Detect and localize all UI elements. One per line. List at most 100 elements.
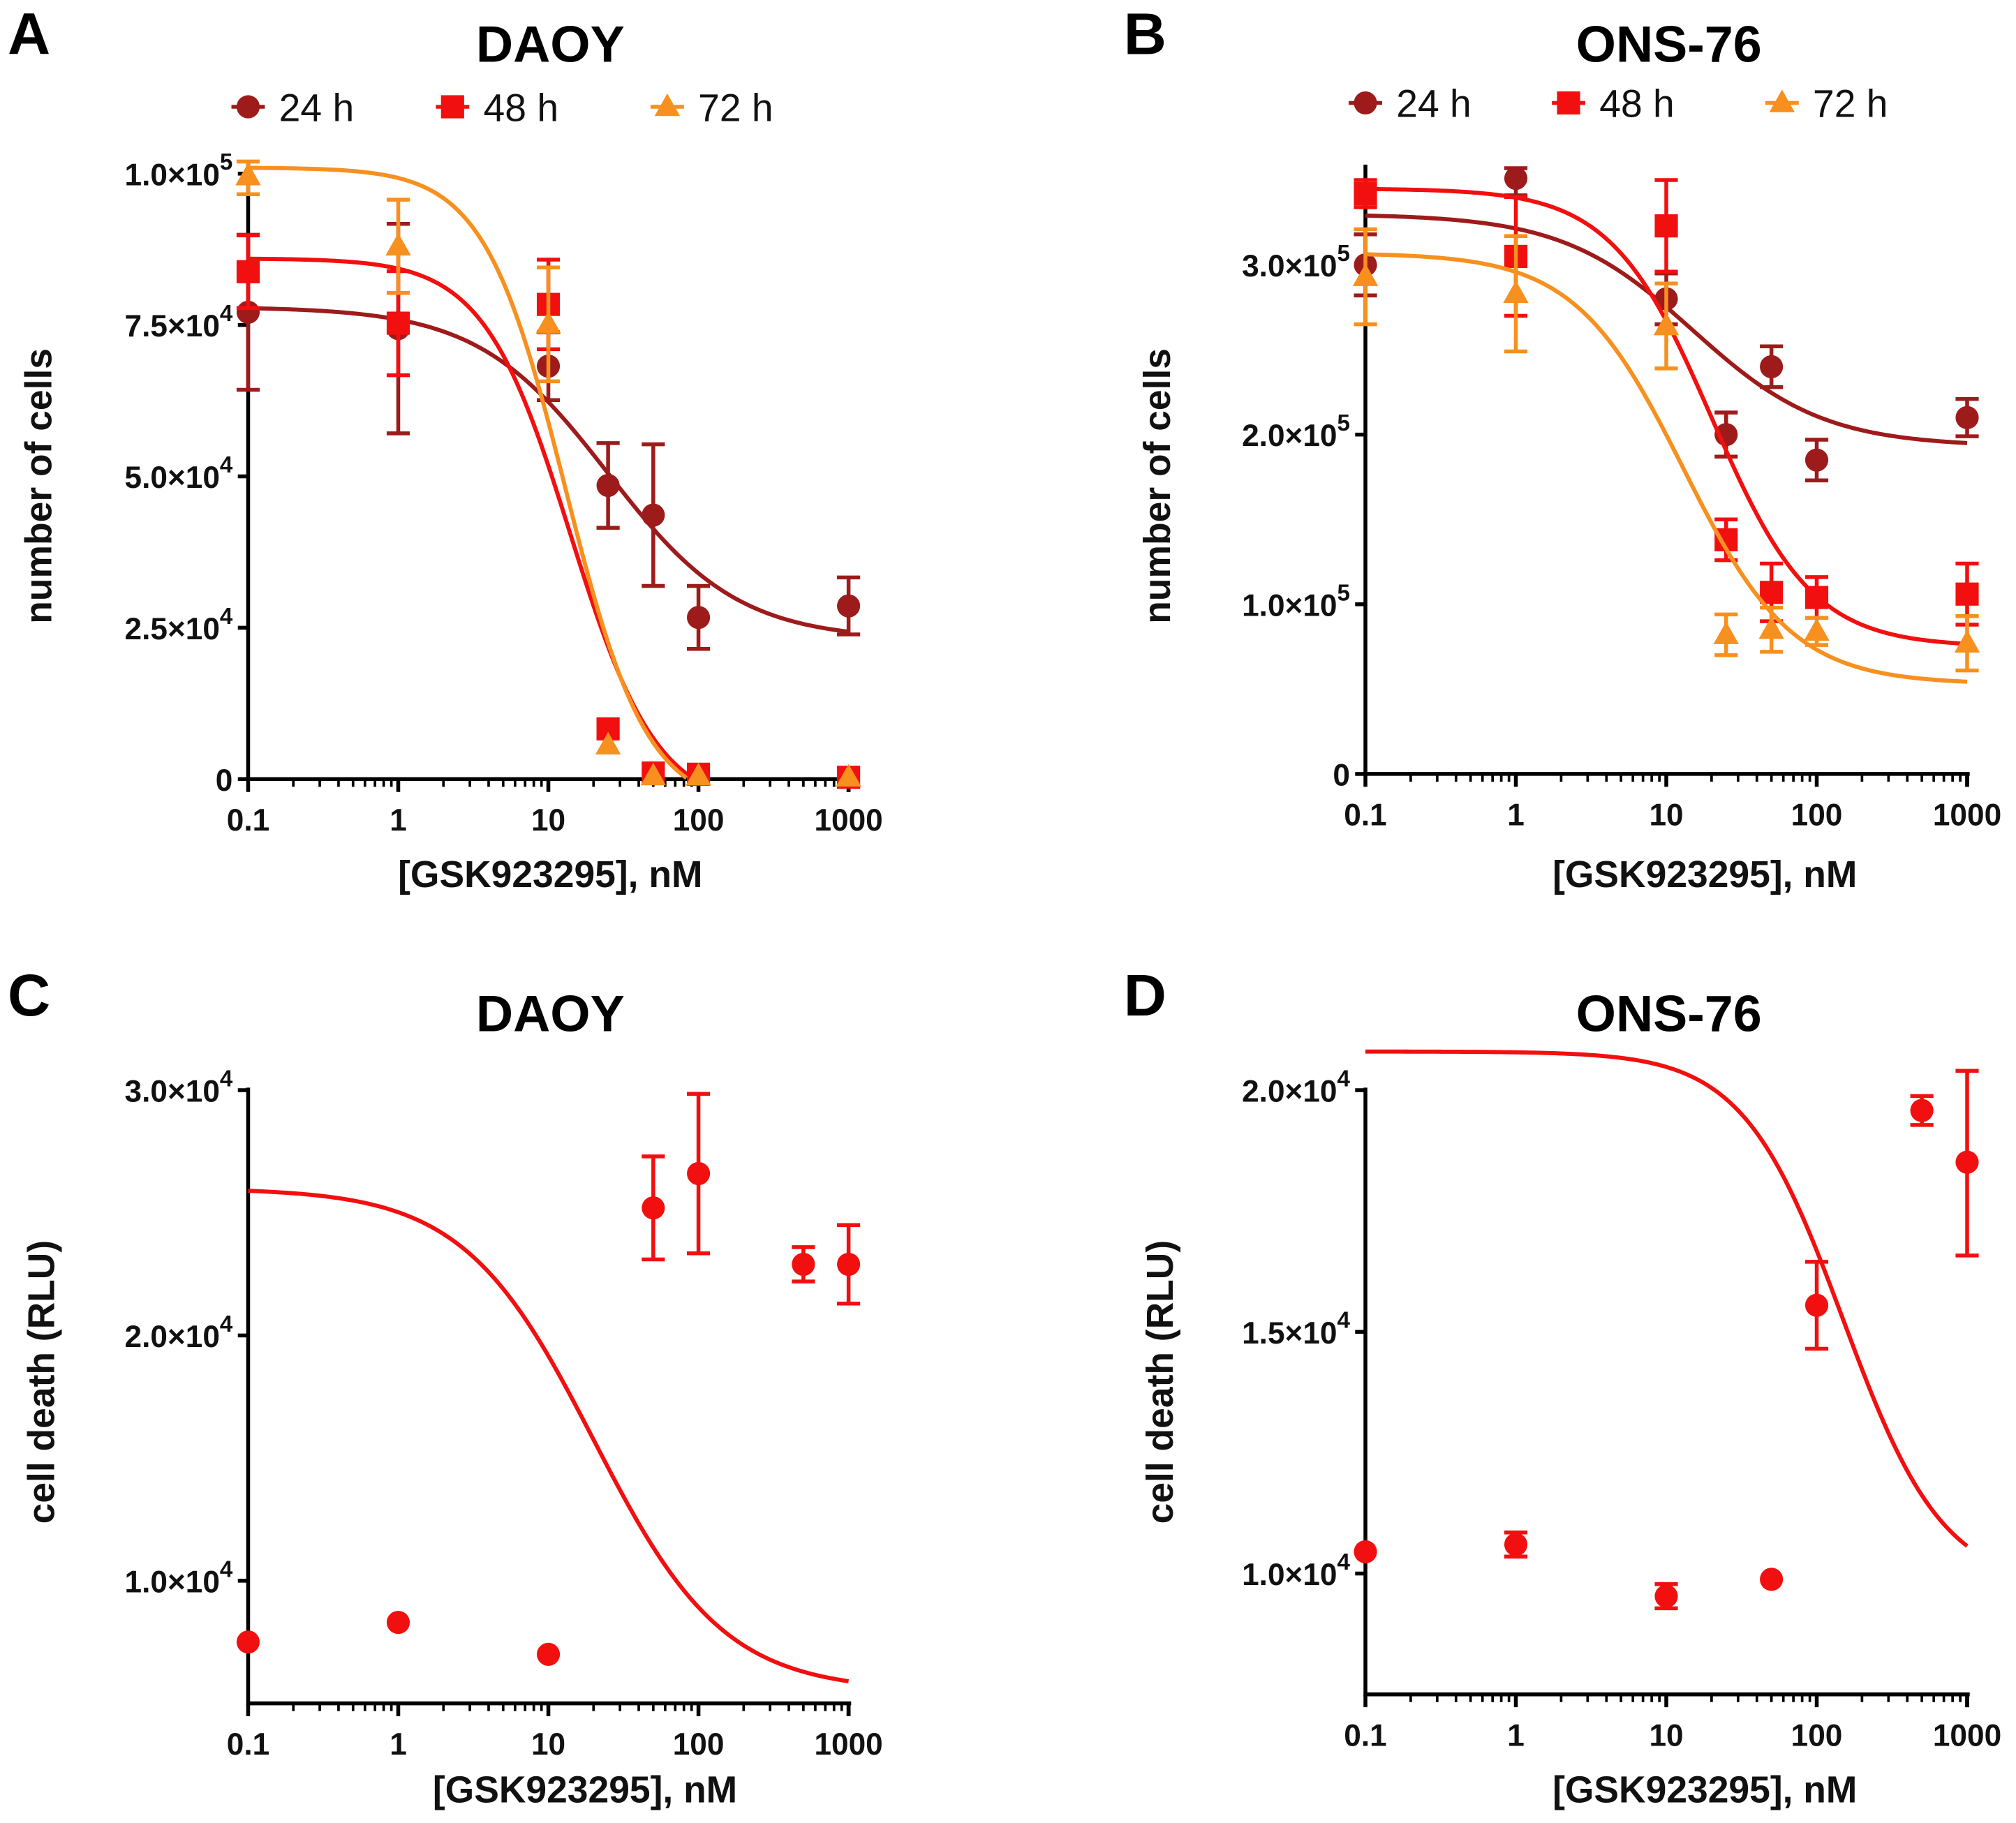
data-point-square: [1804, 586, 1829, 609]
x-tick-label: 0.1: [227, 803, 269, 838]
y-tick-mantissa: 2.0×10: [125, 1320, 220, 1354]
panel-b: B ONS-76 [GSK923295], nM number of cells: [1124, 0, 1858, 895]
y-tick-mantissa: 1.0×10: [125, 1565, 220, 1599]
series-24-h: 24 h: [1349, 82, 1979, 483]
data-point-circle: [837, 594, 861, 618]
y-axis-title-a: number of cells: [19, 348, 60, 624]
data-point-triangle: [836, 764, 861, 787]
y-tick-label: 2.0×104: [1242, 1066, 1350, 1108]
data-point-circle: [1504, 166, 1528, 191]
x-tick-label: 1000: [814, 1727, 882, 1762]
x-axis-title-d: [GSK923295], nM: [1552, 1769, 1857, 1810]
data-point-circle: [1910, 1099, 1934, 1122]
legend-label: 72 h: [1813, 82, 1888, 126]
x-tick-label: 100: [1791, 798, 1843, 833]
data-point-square: [1654, 214, 1678, 238]
legend-label: 72 h: [698, 86, 773, 129]
chart-title-d: ONS-76: [1576, 984, 1762, 1042]
y-tick-exponent: 5: [1337, 410, 1349, 436]
y-tick-mantissa: 1.0×10: [1242, 588, 1337, 623]
data-point-circle: [1804, 1293, 1829, 1317]
series-cell-death: [1354, 1049, 1979, 1611]
data-point-triangle: [385, 232, 411, 256]
y-tick-exponent: 4: [1337, 1308, 1350, 1334]
y-tick-mantissa: 2.0×10: [1242, 1075, 1337, 1109]
y-tick-label: 1.0×104: [125, 1556, 233, 1599]
y-axis-title-c: cell death (RLU): [21, 1240, 62, 1524]
data-point-circle: [792, 1252, 815, 1277]
x-tick-label: 1: [390, 1727, 407, 1762]
data-point-square: [236, 260, 260, 283]
y-tick-exponent: 5: [1337, 241, 1349, 267]
data-point-circle: [386, 1611, 410, 1635]
panel-d: D ONS-76 [GSK923295], nM cell death (RLU…: [1124, 962, 1858, 1810]
y-tick-label: 3.0×105: [1242, 241, 1350, 283]
chart-marks: 0.1 1 10 100 100002.5×1045.0×1047.5×1041.0×1…: [125, 82, 2002, 1762]
y-tick-label: 2.0×105: [1242, 410, 1350, 453]
x-tick-label: 1: [1507, 1718, 1525, 1753]
x-tick-label: 0.1: [1344, 798, 1386, 833]
y-tick-mantissa: 1.0×10: [125, 158, 220, 192]
data-point-circle: [1955, 405, 1979, 429]
data-point-triangle: [595, 731, 621, 754]
chart-title-b: ONS-76: [1576, 15, 1762, 73]
y-tick-mantissa: 2.5×10: [125, 612, 220, 646]
y-tick-exponent: 4: [220, 1066, 233, 1092]
data-point-triangle: [1804, 618, 1830, 641]
y-tick-mantissa: 5.0×10: [125, 461, 220, 495]
y-tick-label: 7.5×104: [125, 301, 233, 343]
y-tick-mantissa: 0: [1333, 759, 1350, 793]
y-tick-mantissa: 3.0×10: [125, 1075, 220, 1109]
data-point-square: [386, 311, 410, 335]
fit-curve: [1365, 252, 1968, 684]
y-tick-mantissa: 0: [216, 764, 233, 798]
legend-label: 48 h: [1599, 82, 1675, 126]
y-tick-label: 0: [216, 764, 233, 798]
x-axis-title-a: [GSK923295], nM: [398, 854, 702, 895]
y-tick-mantissa: 7.5×10: [125, 309, 220, 343]
x-tick-label: 1000: [814, 803, 882, 838]
chart-title-a: DAOY: [476, 15, 625, 73]
data-point-circle: [1760, 1568, 1784, 1591]
data-point-circle: [1654, 1584, 1678, 1608]
y-tick-label: 3.0×104: [125, 1066, 233, 1108]
series-cell-death: [236, 1092, 861, 1683]
data-point-triangle: [1954, 630, 1980, 653]
data-point-triangle: [1758, 616, 1784, 639]
legend-label: 24 h: [279, 86, 355, 129]
y-tick-exponent: 4: [220, 452, 233, 478]
x-tick-label: 100: [673, 1727, 725, 1762]
data-point-circle: [1760, 355, 1784, 379]
y-tick-label: 0: [1333, 759, 1350, 793]
panel-letter-d: D: [1124, 962, 1166, 1028]
panel-letter-b: B: [1124, 0, 1166, 66]
data-point-square: [1955, 582, 1979, 606]
y-tick-label: 5.0×104: [125, 452, 233, 495]
x-tick-label: 1000: [1933, 1718, 2001, 1753]
legend-marker-square: [1557, 91, 1580, 115]
y-tick-label: 1.0×104: [1242, 1549, 1350, 1592]
x-tick-label: 100: [673, 803, 725, 838]
y-tick-exponent: 4: [220, 1311, 233, 1337]
y-tick-exponent: 4: [1337, 1066, 1350, 1092]
y-tick-label: 1.0×105: [125, 149, 233, 192]
y-tick-exponent: 5: [1337, 580, 1349, 606]
series-72-h: 72 h: [235, 86, 861, 787]
y-tick-label: 1.0×105: [1242, 580, 1350, 623]
series-48-h: 48 h: [236, 86, 861, 789]
x-tick-label: 1: [1507, 798, 1525, 833]
data-point-square: [1354, 181, 1377, 206]
legend-label: 24 h: [1396, 82, 1472, 126]
data-point-triangle: [1653, 313, 1680, 336]
data-point-circle: [1504, 1533, 1528, 1556]
y-tick-exponent: 4: [220, 301, 233, 327]
data-point-triangle: [235, 163, 261, 186]
x-tick-label: 0.1: [227, 1727, 269, 1762]
data-point-triangle: [685, 762, 711, 786]
x-tick-label: 10: [531, 803, 565, 838]
x-tick-label: 1: [390, 803, 407, 838]
fit-curve: [248, 165, 688, 780]
data-point-circle: [687, 1161, 711, 1186]
x-tick-label: 1000: [1933, 798, 2001, 833]
